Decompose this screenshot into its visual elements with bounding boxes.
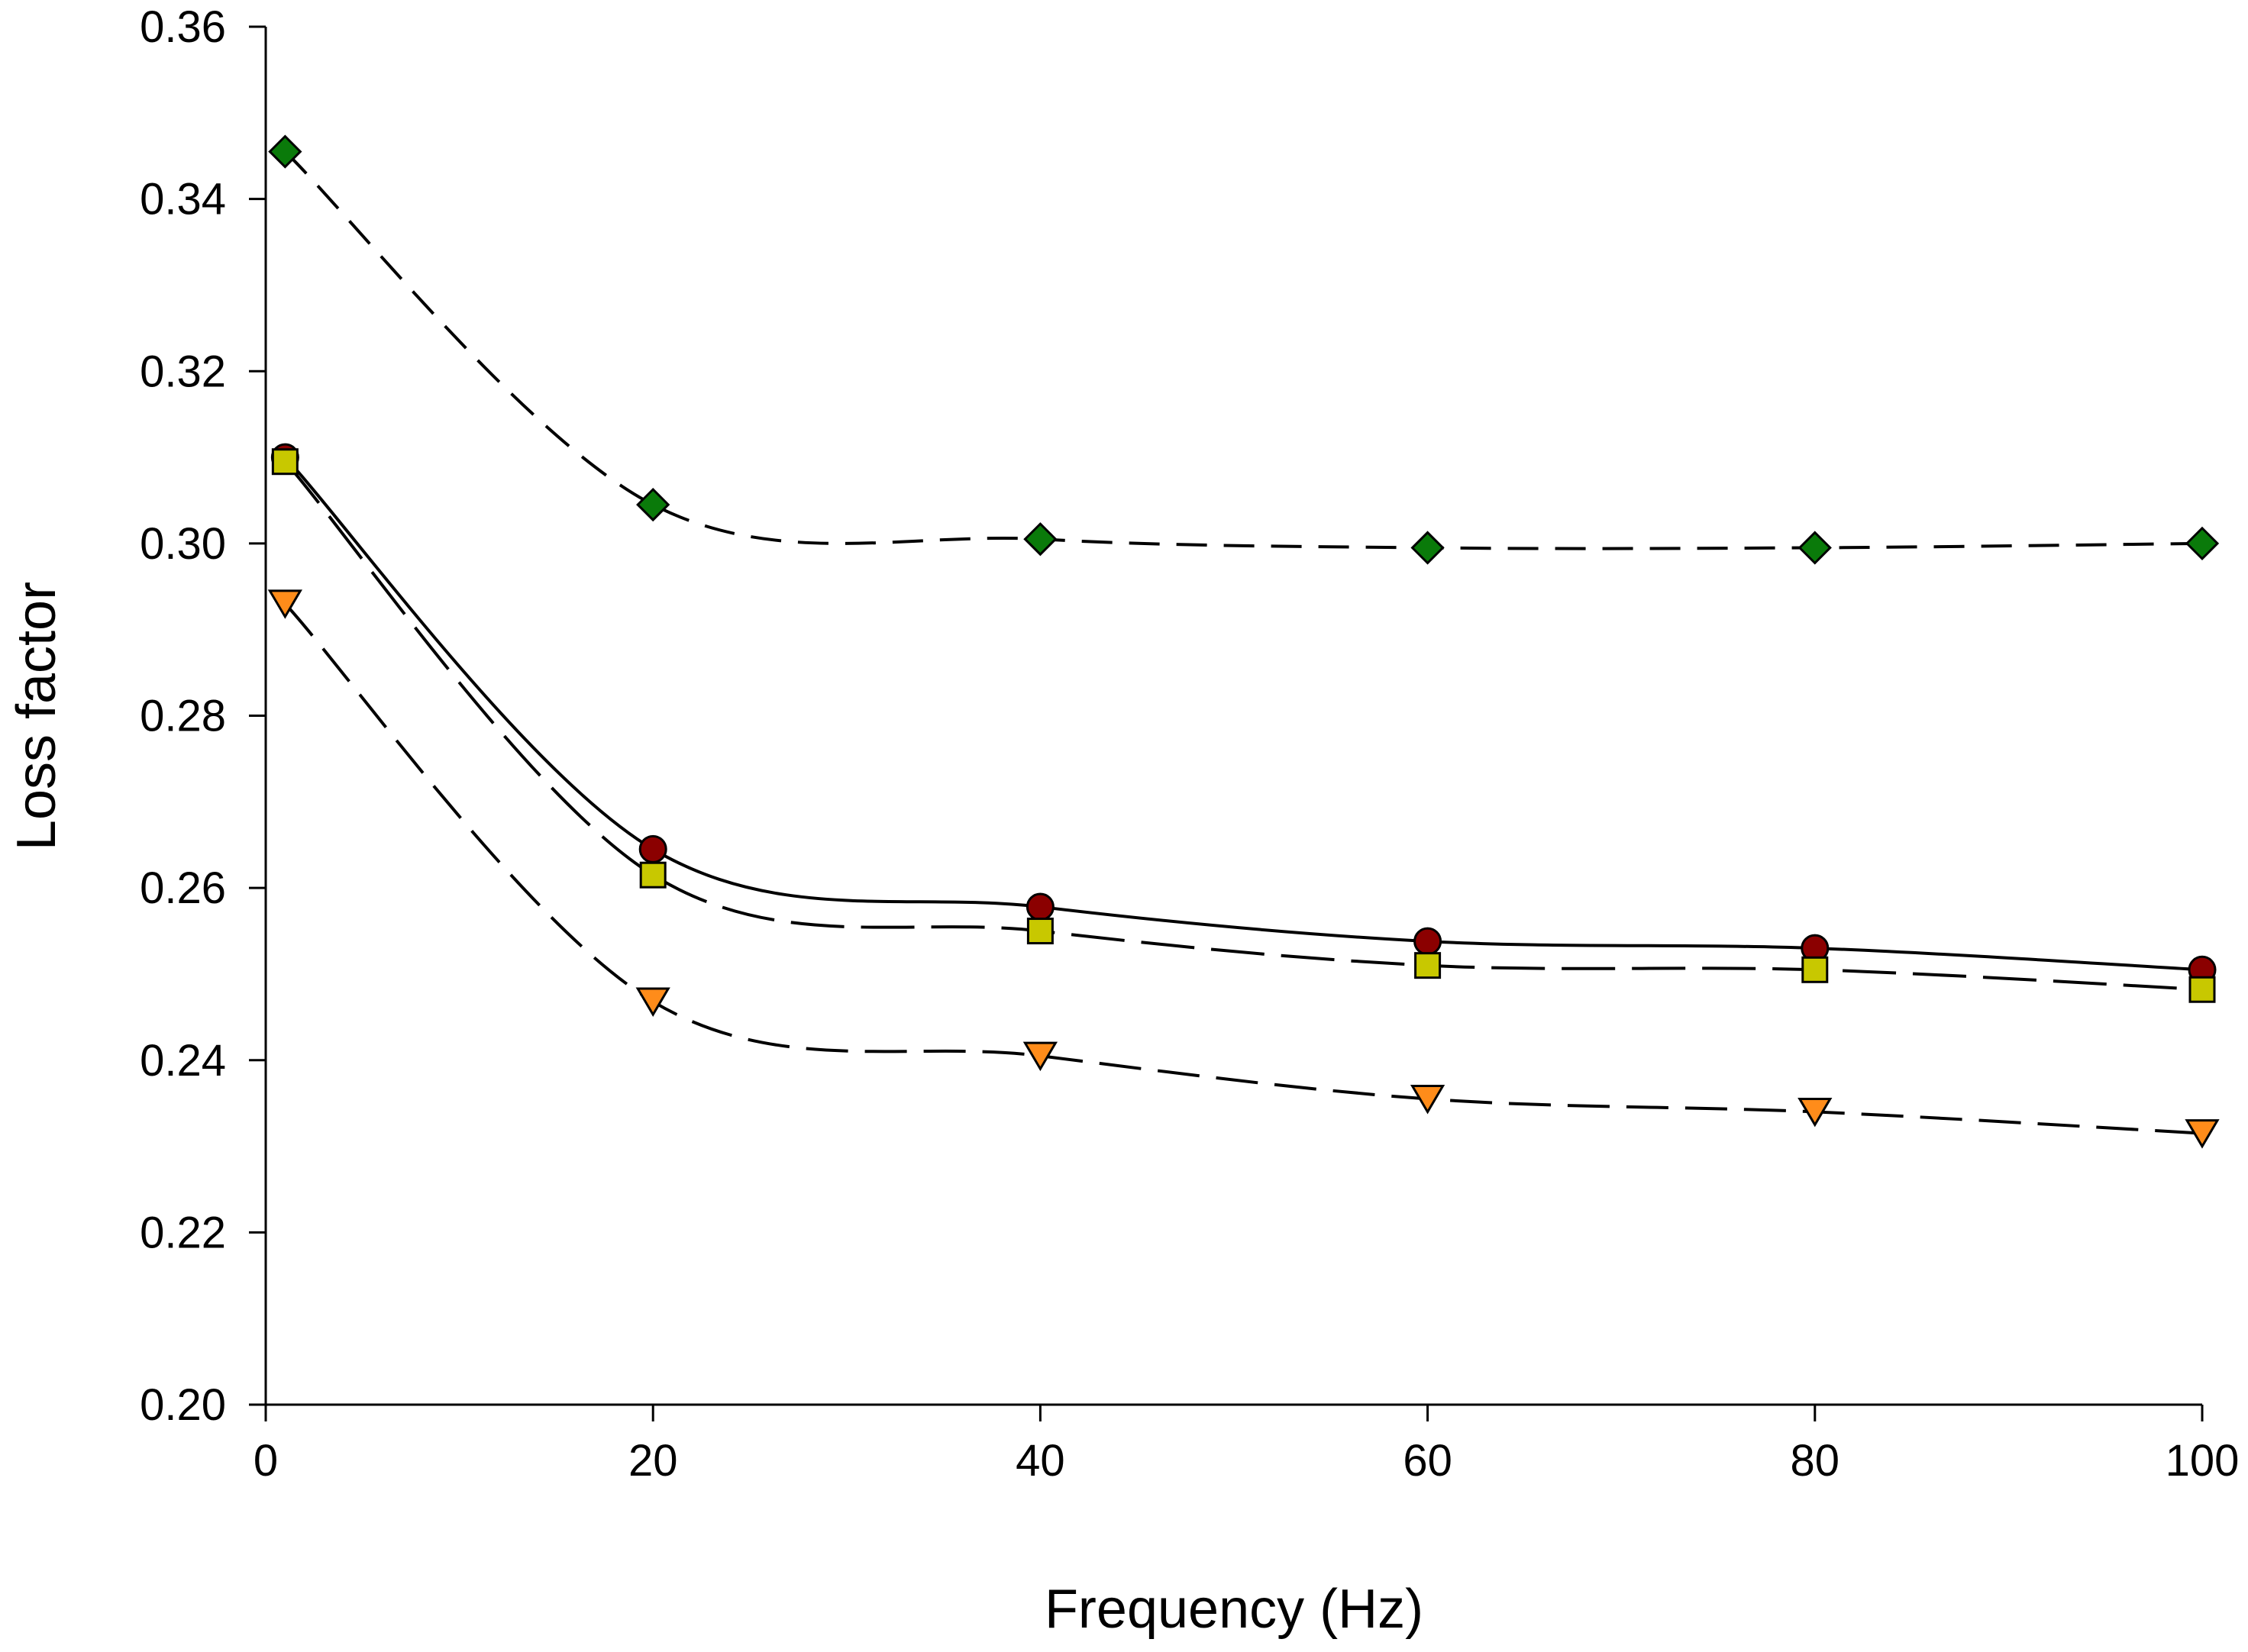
- marker-triangle-down: [1797, 1097, 1833, 1128]
- marker-diamond: [1797, 531, 1832, 565]
- marker-triangle-down: [267, 589, 302, 619]
- y-ticks: 0.20 0.22 0.24 0.26 0.28 0.30 0.32 0.34 0.36: [140, 2, 266, 1430]
- y-tick-label: 0.34: [140, 175, 226, 224]
- y-tick-label: 0.20: [140, 1380, 226, 1430]
- y-tick-label: 0.24: [140, 1036, 226, 1086]
- marker-circle: [1413, 927, 1442, 956]
- marker-square: [639, 861, 667, 889]
- series-line-circle: [283, 456, 2203, 972]
- marker-triangle-down: [2185, 1119, 2220, 1149]
- y-tick-label: 0.26: [140, 863, 226, 913]
- marker-circle: [1025, 892, 1055, 921]
- x-axis-title: Frequency (Hz): [1045, 1579, 1423, 1640]
- y-tick-label: 0.30: [140, 519, 226, 569]
- series-line-square: [283, 460, 2203, 992]
- y-tick-label: 0.32: [140, 347, 226, 396]
- x-tick-label: 60: [1403, 1436, 1452, 1486]
- marker-triangle-down: [635, 987, 670, 1017]
- x-ticks: 0 20 40 60 80 100: [254, 1405, 2240, 1486]
- x-tick-label: 40: [1016, 1436, 1065, 1486]
- x-tick-label: 80: [1791, 1436, 1840, 1486]
- series-line-diamond: [283, 150, 2203, 550]
- series-line-triangle-down: [283, 602, 2203, 1135]
- y-axis-title: Loss factor: [6, 582, 67, 850]
- marker-circle: [638, 834, 667, 863]
- x-tick-label: 20: [628, 1436, 678, 1486]
- marker-diamond: [2185, 526, 2220, 560]
- marker-square: [2188, 976, 2216, 1003]
- marker-square: [1801, 956, 1829, 983]
- marker-triangle-down: [1410, 1085, 1445, 1115]
- y-tick-label: 0.36: [140, 2, 226, 52]
- axes: [264, 27, 2202, 1406]
- marker-square: [271, 448, 299, 476]
- series-lines: [283, 150, 2203, 1135]
- marker-diamond: [1410, 531, 1445, 565]
- marker-square: [1414, 952, 1442, 979]
- y-tick-label: 0.22: [140, 1208, 226, 1257]
- marker-square: [1026, 918, 1054, 945]
- y-tick-label: 0.28: [140, 692, 226, 741]
- marker-diamond: [1023, 522, 1058, 557]
- x-tick-label: 0: [254, 1436, 278, 1486]
- marker-triangle-down: [1022, 1041, 1058, 1072]
- series-markers: [267, 134, 2220, 1149]
- marker-diamond: [268, 134, 302, 169]
- x-tick-label: 100: [2166, 1436, 2240, 1486]
- marker-diamond: [636, 487, 670, 522]
